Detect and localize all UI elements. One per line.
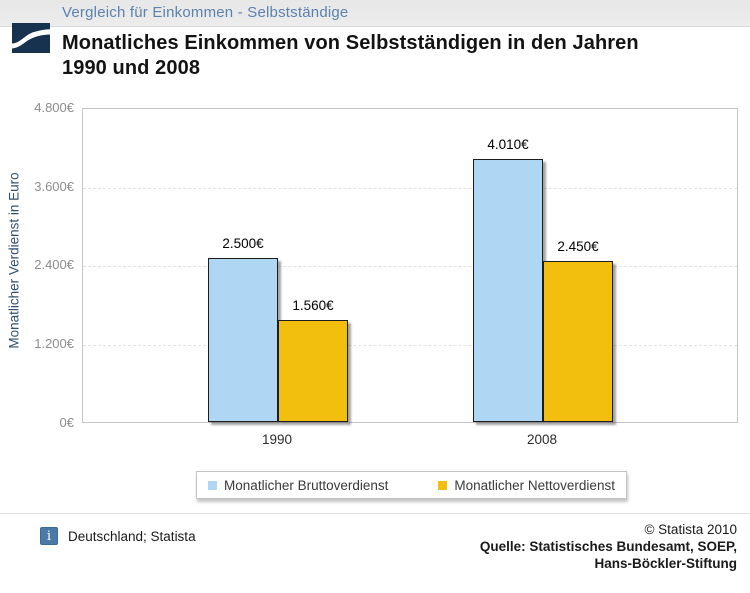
x-tick-label-2008: 2008	[526, 432, 558, 447]
source-line1: Quelle: Statistisches Bundesamt, SOEP,	[479, 539, 737, 554]
gridline-2400	[83, 266, 737, 267]
y-tick-label-0: 0€	[59, 415, 74, 430]
legend-item-series2: Monatlicher Nettoverdienst	[438, 478, 615, 493]
copyright-text: © Statista 2010	[644, 522, 737, 537]
chart-title-line1: Monatliches Einkommen von Selbstständige…	[62, 32, 639, 54]
value-label-1990-series1: 2.500€	[222, 236, 264, 251]
bar-1990-series1	[208, 258, 278, 422]
legend-item-series1: Monatlicher Bruttoverdienst	[208, 478, 388, 493]
footer-source-note: Deutschland; Statista	[68, 529, 196, 544]
gridline-1200	[83, 345, 737, 346]
y-tick-label-3600: 3.600€	[34, 179, 74, 194]
x-tick-label-1990: 1990	[261, 432, 293, 447]
bar-1990-series2	[278, 320, 348, 422]
breadcrumb-link[interactable]: Vergleich für Einkommen - Selbstständige	[62, 4, 349, 21]
legend-label-series2: Monatlicher Nettoverdienst	[454, 477, 615, 493]
chart-title: Monatliches Einkommen von Selbstständige…	[62, 31, 742, 81]
footer-copyright-block: © Statista 2010 Quelle: Statistisches Bu…	[257, 521, 737, 572]
source-line2: Hans-Böckler-Stiftung	[594, 556, 737, 571]
value-label-2008-series2: 2.450€	[557, 239, 599, 254]
bar-2008-series1	[473, 159, 543, 422]
statista-logo-icon	[12, 23, 50, 53]
plot-area: 2.500€ 4.010€ 1.560€ 2.450€	[82, 108, 738, 423]
bar-2008-series2	[543, 261, 613, 422]
footer-divider	[0, 513, 750, 514]
y-tick-label-4800: 4.800€	[34, 100, 74, 115]
chart-legend: Monatlicher Bruttoverdienst Monatlicher N…	[196, 471, 627, 499]
gridline-3600	[83, 188, 737, 189]
value-label-1990-series2: 1.560€	[292, 298, 334, 313]
info-icon[interactable]: i	[40, 527, 58, 545]
legend-swatch-icon-series1	[208, 480, 218, 490]
y-tick-label-2400: 2.400€	[34, 257, 74, 272]
chart-title-line2: 1990 und 2008	[62, 57, 201, 79]
y-tick-label-1200: 1.200€	[34, 336, 74, 351]
value-label-2008-series1: 4.010€	[487, 137, 529, 152]
legend-swatch-icon-series2	[438, 480, 448, 490]
header-bar	[0, 0, 750, 27]
legend-label-series1: Monatlicher Bruttoverdienst	[224, 477, 389, 493]
